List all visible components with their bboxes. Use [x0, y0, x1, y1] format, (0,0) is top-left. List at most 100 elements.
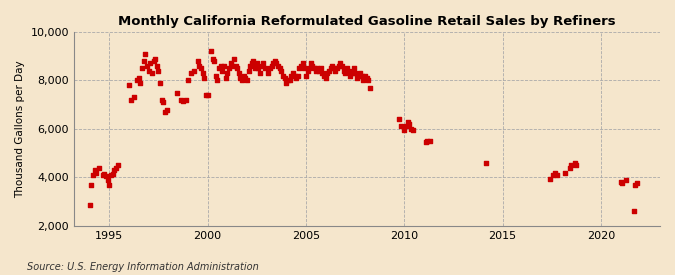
Point	[142, 64, 153, 68]
Point	[361, 76, 372, 80]
Point	[353, 73, 364, 78]
Point	[549, 170, 560, 175]
Point	[284, 78, 295, 82]
Point	[616, 180, 626, 185]
Point	[192, 59, 203, 63]
Point	[200, 93, 211, 97]
Point	[319, 73, 329, 78]
Point	[571, 163, 582, 167]
Point	[209, 59, 219, 63]
Point	[248, 59, 259, 63]
Point	[90, 170, 101, 175]
Point	[235, 76, 246, 80]
Point	[109, 168, 119, 172]
Point	[404, 122, 414, 126]
Point	[138, 59, 149, 63]
Point	[220, 76, 231, 80]
Point	[288, 71, 298, 75]
Point	[348, 66, 359, 70]
Point	[97, 173, 108, 177]
Point	[212, 78, 223, 82]
Point	[84, 203, 95, 207]
Point	[245, 64, 256, 68]
Point	[135, 81, 146, 85]
Point	[481, 161, 492, 165]
Point	[283, 78, 294, 82]
Point	[145, 61, 156, 66]
Point	[268, 61, 279, 66]
Point	[323, 68, 334, 73]
Point	[246, 61, 257, 66]
Point	[143, 68, 154, 73]
Point	[402, 119, 413, 124]
Point	[227, 64, 238, 68]
Point	[314, 68, 325, 73]
Point	[103, 178, 113, 182]
Point	[560, 170, 570, 175]
Point	[281, 81, 292, 85]
Point	[273, 64, 284, 68]
Point	[344, 68, 354, 73]
Point	[297, 61, 308, 66]
Title: Monthly California Reformulated Gasoline Retail Sales by Refiners: Monthly California Reformulated Gasoline…	[118, 15, 616, 28]
Point	[333, 64, 344, 68]
Point	[196, 66, 207, 70]
Point	[269, 59, 280, 63]
Point	[265, 66, 275, 70]
Point	[358, 78, 369, 82]
Point	[228, 56, 239, 61]
Point	[271, 61, 282, 66]
Point	[564, 166, 575, 170]
Point	[315, 66, 326, 70]
Point	[157, 98, 167, 102]
Point	[420, 140, 431, 144]
Point	[155, 81, 165, 85]
Point	[128, 95, 139, 100]
Point	[350, 71, 360, 75]
Point	[310, 68, 321, 73]
Point	[207, 56, 218, 61]
Point	[289, 73, 300, 78]
Point	[277, 73, 288, 78]
Y-axis label: Thousand Gallons per Day: Thousand Gallons per Day	[15, 60, 25, 198]
Point	[202, 93, 213, 97]
Point	[566, 163, 577, 167]
Point	[199, 76, 210, 80]
Point	[182, 78, 193, 82]
Point	[620, 178, 631, 182]
Point	[104, 183, 115, 187]
Point	[300, 73, 311, 78]
Point	[215, 64, 226, 68]
Point	[335, 61, 346, 66]
Point	[617, 181, 628, 186]
Point	[223, 66, 234, 70]
Point	[94, 166, 105, 170]
Point	[356, 73, 367, 78]
Point	[279, 76, 290, 80]
Point	[400, 124, 411, 129]
Point	[234, 71, 244, 75]
Point	[263, 71, 273, 75]
Text: Source: U.S. Energy Information Administration: Source: U.S. Energy Information Administ…	[27, 262, 259, 272]
Point	[181, 98, 192, 102]
Point	[422, 139, 433, 143]
Point	[153, 68, 164, 73]
Point	[292, 73, 303, 78]
Point	[327, 64, 338, 68]
Point	[570, 161, 580, 165]
Point	[219, 64, 230, 68]
Point	[206, 49, 217, 54]
Point	[254, 71, 265, 75]
Point	[151, 64, 162, 68]
Point	[337, 64, 348, 68]
Point	[134, 76, 144, 80]
Point	[322, 71, 333, 75]
Point	[189, 68, 200, 73]
Point	[330, 68, 341, 73]
Point	[275, 66, 286, 70]
Point	[253, 66, 264, 70]
Point	[186, 71, 196, 75]
Point	[148, 59, 159, 63]
Point	[296, 64, 306, 68]
Point	[360, 73, 371, 78]
